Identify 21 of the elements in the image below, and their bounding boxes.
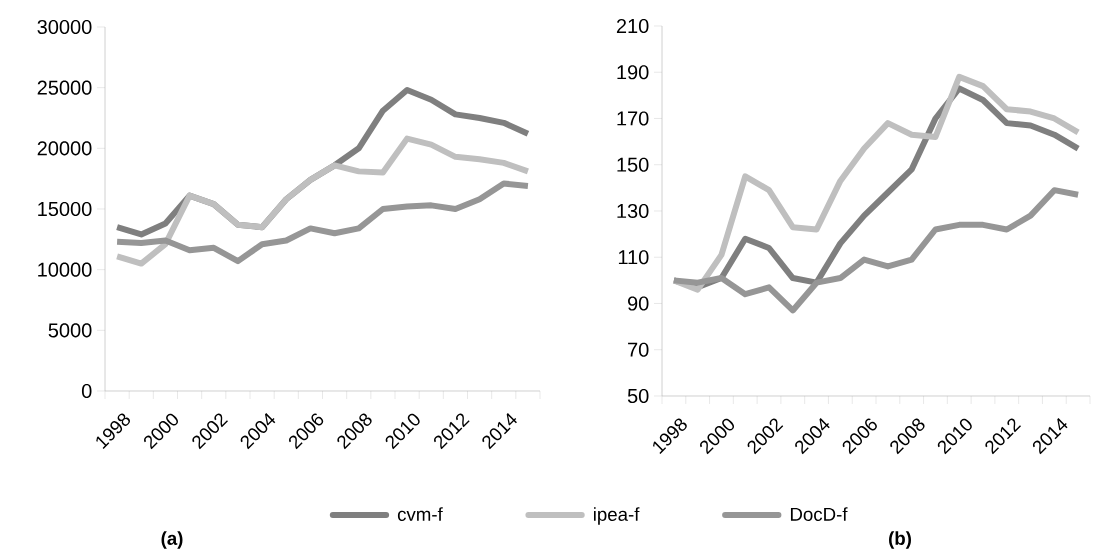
y-tick-label: 110 [618, 250, 649, 265]
y-tick-label: 25000 [37, 80, 92, 95]
y-tick-label: 130 [617, 203, 649, 219]
y-tick-label: 190 [617, 65, 649, 80]
legend-label: cvm-f [397, 507, 443, 521]
legend-label: DocD-f [790, 507, 848, 521]
y-tick-label: 70 [628, 342, 649, 357]
y-tick-label: 90 [627, 296, 649, 311]
y-tick-label: 30000 [37, 19, 92, 35]
text: (a) [161, 531, 183, 549]
y-tick-label: 20000 [37, 141, 92, 156]
y-tick-label: 50 [627, 388, 649, 404]
y-tick-label: 15000 [38, 201, 92, 217]
text: (b) [889, 531, 911, 549]
y-tick-label: 5000 [48, 323, 92, 338]
y-tick-label: 150 [617, 157, 649, 172]
y-tick-label: 210 [616, 18, 649, 34]
y-tick-label: 170 [617, 111, 649, 126]
y-tick-label: 10000 [38, 262, 92, 277]
y-tick-label: 0 [81, 383, 92, 399]
legend-label: ipea-f [594, 507, 640, 525]
